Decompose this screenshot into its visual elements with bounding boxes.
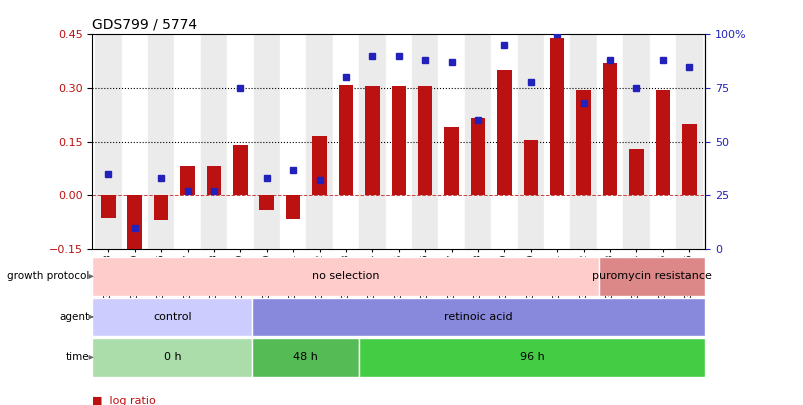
Bar (279, 34, 306, 249)
Bar (471, 119, 485, 196)
Bar (596, 34, 622, 249)
Bar (569, 34, 596, 249)
Bar (121, 34, 148, 249)
Bar (444, 128, 459, 196)
Bar (597, 257, 704, 296)
Bar (438, 34, 464, 249)
Text: no selection: no selection (312, 271, 379, 281)
Bar (517, 34, 544, 249)
Bar (464, 34, 491, 249)
Text: control: control (153, 312, 191, 322)
Bar (602, 63, 617, 196)
Bar (153, 196, 168, 220)
Bar (675, 34, 702, 249)
Bar (286, 196, 300, 219)
Bar (306, 34, 332, 249)
Bar (649, 34, 675, 249)
Bar (549, 38, 564, 196)
Bar (201, 34, 227, 249)
Bar (411, 34, 438, 249)
Bar (92, 298, 252, 336)
Bar (180, 166, 194, 196)
Text: puromycin resistance: puromycin resistance (591, 271, 711, 281)
Text: 48 h: 48 h (293, 352, 318, 362)
Bar (206, 166, 221, 196)
Bar (174, 34, 201, 249)
Bar (332, 34, 359, 249)
Bar (391, 86, 406, 196)
Text: time: time (66, 352, 89, 362)
Bar (491, 34, 517, 249)
Bar (622, 34, 649, 249)
Bar (233, 145, 247, 196)
Bar (148, 34, 174, 249)
Bar (101, 196, 116, 218)
Bar (358, 338, 704, 377)
Text: 0 h: 0 h (163, 352, 181, 362)
Bar (576, 90, 590, 196)
Bar (654, 90, 669, 196)
Bar (227, 34, 253, 249)
Text: ■  log ratio: ■ log ratio (92, 396, 156, 405)
Bar (629, 149, 643, 196)
Bar (252, 298, 704, 336)
Text: 96 h: 96 h (519, 352, 544, 362)
Bar (259, 196, 274, 210)
Text: growth protocol: growth protocol (7, 271, 89, 281)
Bar (252, 338, 358, 377)
Bar (92, 338, 252, 377)
Text: agent: agent (59, 312, 89, 322)
Bar (128, 196, 142, 258)
Bar (365, 86, 379, 196)
Bar (253, 34, 279, 249)
Bar (95, 34, 121, 249)
Bar (496, 70, 511, 196)
Text: GDS799 / 5774: GDS799 / 5774 (92, 18, 198, 32)
Bar (338, 85, 353, 196)
Bar (359, 34, 385, 249)
Bar (418, 86, 432, 196)
Bar (385, 34, 411, 249)
Bar (523, 140, 537, 196)
Bar (92, 257, 597, 296)
Bar (312, 136, 326, 196)
Text: retinoic acid: retinoic acid (444, 312, 512, 322)
Bar (544, 34, 569, 249)
Bar (681, 124, 695, 196)
